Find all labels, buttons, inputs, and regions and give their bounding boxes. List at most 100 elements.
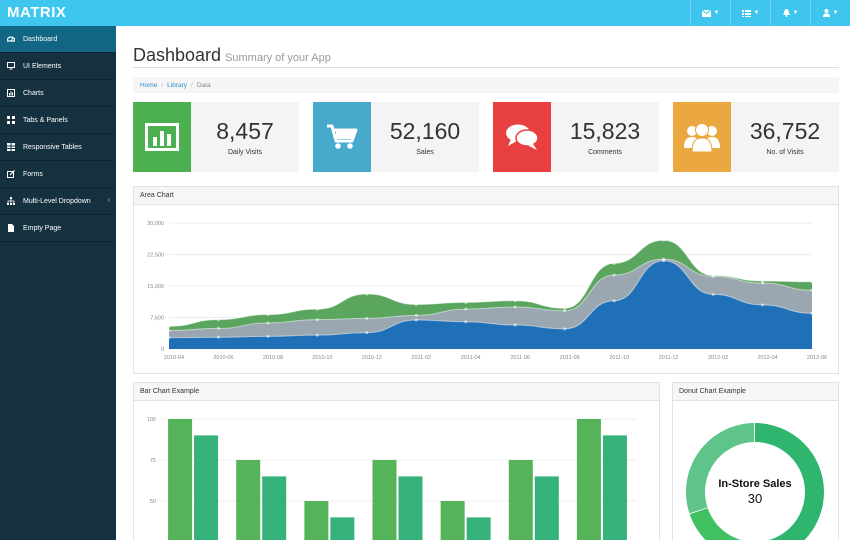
sidebar-item-label: Charts	[23, 89, 44, 97]
bar	[304, 501, 329, 540]
x-tick-label: 2010-06	[213, 355, 233, 361]
sidebar-item-dashboard[interactable]: Dashboard	[0, 26, 116, 53]
donut-label: In-Store Sales	[718, 478, 791, 490]
donut-value: 30	[748, 491, 762, 506]
x-tick-label: 2011-10	[609, 355, 629, 361]
x-tick-label: 2011-02	[411, 355, 431, 361]
area-point	[810, 311, 814, 315]
user-dropdown[interactable]: ▼	[810, 0, 850, 26]
bar-chart-icon	[145, 123, 179, 151]
stat-icon-box	[673, 102, 731, 172]
chevron-left-icon[interactable]: ‹	[107, 197, 110, 204]
sidebar-item-responsive-tables[interactable]: Responsive Tables	[0, 134, 116, 161]
page-title: Dashboard Summary of your App	[133, 45, 331, 66]
x-tick-label: 2010-04	[164, 355, 184, 361]
x-tick-label: 2011-06	[510, 355, 530, 361]
area-point	[810, 280, 814, 284]
y-tick-label: 50	[150, 499, 156, 505]
stat-label: Comments	[588, 149, 622, 156]
donut-chart-panel: Donut Chart Example In-Store Sales 30	[672, 382, 839, 540]
area-point	[761, 303, 765, 307]
breadcrumb-home[interactable]: Home	[140, 81, 158, 89]
area-point	[266, 334, 270, 338]
area-point	[266, 321, 270, 325]
stat-daily-visits: 8,457 Daily Visits	[133, 102, 299, 172]
area-point	[414, 318, 418, 322]
caret-down-icon: ▼	[753, 10, 760, 16]
messages-dropdown[interactable]: ▼	[690, 0, 730, 26]
sidebar-item-label: Forms	[23, 170, 43, 178]
alerts-dropdown[interactable]: ▼	[770, 0, 810, 26]
sidebar-item-empty-page[interactable]: Empty Page	[0, 215, 116, 242]
bar-chart: 255075100	[147, 417, 636, 540]
page-subtitle: Summary of your App	[225, 52, 331, 64]
stat-value: 8,457	[216, 118, 274, 144]
sidebar-item-label: Dashboard	[23, 35, 58, 43]
comments-icon	[506, 124, 539, 150]
x-tick-label: 2010-12	[362, 355, 382, 361]
area-point	[563, 327, 567, 331]
stat-icon-box	[493, 102, 551, 172]
area-point	[167, 324, 171, 328]
area-point	[414, 313, 418, 317]
sidebar-item-tabs-panels[interactable]: Tabs & Panels	[0, 107, 116, 134]
bar	[168, 419, 193, 540]
stat-comments: 15,823 Comments	[493, 102, 659, 172]
area-point	[266, 313, 270, 317]
breadcrumb-library[interactable]: Library	[167, 81, 188, 89]
stat-label: Sales	[416, 149, 434, 156]
donut-segment	[686, 423, 755, 514]
stat-value: 15,823	[569, 118, 641, 144]
x-tick-label: 2012-04	[757, 355, 777, 361]
sidebar-item-forms[interactable]: Forms	[0, 161, 116, 188]
area-point	[414, 302, 418, 306]
sidebar-item-ui-elements[interactable]: UI Elements	[0, 53, 116, 80]
brand-logo[interactable]: MATRIX	[7, 4, 67, 21]
stat-icon-box	[313, 102, 371, 172]
area-point	[167, 336, 171, 340]
breadcrumb: Home / Library / Data	[133, 77, 839, 93]
y-tick-label: 0	[161, 347, 164, 353]
stat-icon-box	[133, 102, 191, 172]
area-point	[711, 292, 715, 296]
caret-down-icon: ▼	[713, 10, 720, 16]
sidebar-item-label: Empty Page	[23, 224, 62, 232]
x-tick-label: 2011-04	[461, 355, 481, 361]
x-tick-label: 2012-02	[708, 355, 728, 361]
y-tick-label: 7,500	[150, 316, 164, 322]
tasks-dropdown[interactable]: ▼	[730, 0, 770, 26]
desktop-icon	[6, 61, 16, 71]
stat-label: Daily Visits	[227, 149, 263, 156]
area-point	[315, 307, 319, 311]
stat-label: No. of Visits	[766, 149, 804, 156]
donut-segment	[689, 508, 742, 540]
title-divider	[133, 67, 839, 68]
area-series	[169, 260, 812, 349]
caret-down-icon: ▼	[832, 10, 839, 16]
y-tick-label: 75	[150, 458, 156, 464]
main-content: Dashboard Summary of your App Home / Libr…	[116, 26, 850, 540]
users-icon	[684, 123, 720, 152]
qrcode-icon	[6, 115, 16, 125]
area-chart-panel: Area Chart 0 7,500 15,000 22,500 30,000 2010-…	[133, 186, 839, 374]
area-point	[513, 299, 517, 303]
sidebar-item-multi-level-dropdown[interactable]: Multi-Level Dropdown ‹	[0, 188, 116, 215]
area-point	[315, 318, 319, 322]
area-point	[662, 259, 666, 263]
area-point	[612, 261, 616, 265]
panel-title: Bar Chart Example	[134, 383, 659, 401]
envelope-icon	[701, 9, 711, 17]
breadcrumb-separator: /	[161, 81, 164, 89]
bar-chart-panel: Bar Chart Example 255075100	[133, 382, 660, 540]
area-point	[761, 279, 765, 283]
sitemap-icon	[6, 196, 16, 206]
sidebar-item-charts[interactable]: Charts	[0, 80, 116, 107]
user-icon	[822, 9, 830, 17]
bar	[602, 435, 627, 540]
area-point	[513, 323, 517, 327]
bell-icon	[782, 9, 790, 17]
sidebar-item-label: Responsive Tables	[23, 143, 82, 151]
area-chart: 0 7,500 15,000 22,500 30,000 2010-04 2010-06 20…	[147, 221, 827, 361]
dashboard-icon	[6, 34, 16, 44]
